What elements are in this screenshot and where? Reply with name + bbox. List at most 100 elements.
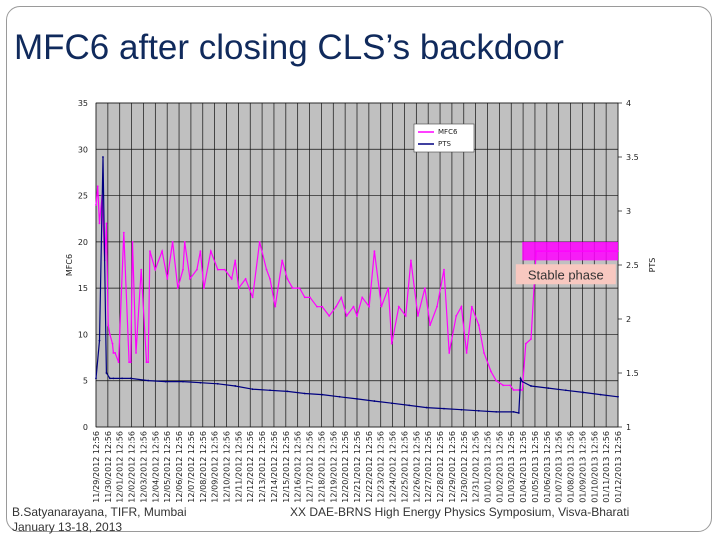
legend-label-pts: PTS <box>438 140 451 148</box>
data-point-pts <box>408 404 411 407</box>
data-point-pts <box>517 412 520 414</box>
data-point-mfc6 <box>209 250 212 253</box>
data-point-mfc6 <box>223 268 226 271</box>
data-point-pts <box>303 392 306 395</box>
x-tick-label: 01/02/2013 12:56 <box>495 431 504 503</box>
data-point-mfc6 <box>114 352 117 354</box>
data-point-mfc6 <box>423 287 426 290</box>
data-point-mfc6 <box>404 315 407 317</box>
y-tick-label: 25 <box>78 192 88 201</box>
y-tick-label: 20 <box>78 238 88 247</box>
data-point-pts <box>216 382 219 385</box>
data-point-mfc6 <box>128 361 130 364</box>
data-point-mfc6 <box>286 277 289 280</box>
y-tick-label: 5 <box>83 377 88 386</box>
x-tick-label: 12/24/2012 12:56 <box>389 431 398 503</box>
data-point-mfc6 <box>340 296 343 299</box>
x-tick-label: 12/10/2012 12:56 <box>223 431 232 503</box>
slide-title: MFC6 after closing CLS’s backdoor <box>14 28 564 67</box>
data-point-mfc6 <box>483 352 485 354</box>
data-point-mfc6 <box>98 222 101 225</box>
data-point-mfc6 <box>380 305 383 308</box>
data-point-mfc6 <box>140 268 143 271</box>
data-point-mfc6 <box>321 305 324 308</box>
data-point-mfc6 <box>183 240 186 243</box>
x-tick-label: 12/16/2012 12:56 <box>294 431 303 503</box>
data-point-mfc6 <box>397 305 400 308</box>
y2-tick-label: 2 <box>626 315 631 324</box>
data-point-mfc6 <box>147 361 150 364</box>
footer-date: January 13-18, 2013 <box>12 520 123 534</box>
x-tick-label: 12/30/2012 12:56 <box>460 431 469 503</box>
data-point-mfc6 <box>524 342 527 345</box>
annotation-stable-phase: Stable phase <box>528 267 604 282</box>
x-tick-label: 12/05/2012 12:56 <box>163 431 172 503</box>
y2-tick-label: 1 <box>626 423 631 432</box>
y2-axis-title: PTS <box>648 258 657 273</box>
data-point-pts <box>199 381 202 384</box>
data-point-pts <box>147 379 150 382</box>
data-point-mfc6 <box>373 250 376 253</box>
data-point-mfc6 <box>281 259 284 262</box>
data-point-mfc6 <box>182 268 184 271</box>
data-point-pts <box>121 377 123 380</box>
x-tick-label: 12/17/2012 12:56 <box>306 431 315 503</box>
data-point-pts <box>356 398 358 400</box>
data-point-pts <box>234 385 237 387</box>
data-point-pts <box>547 387 550 390</box>
data-point-mfc6 <box>230 277 233 280</box>
data-point-mfc6 <box>335 305 338 308</box>
data-point-pts <box>321 393 324 396</box>
x-tick-label: 12/09/2012 12:56 <box>211 431 220 503</box>
data-point-pts <box>582 391 585 394</box>
data-point-mfc6 <box>258 240 261 243</box>
data-point-pts <box>390 402 393 405</box>
data-point-mfc6 <box>303 296 306 299</box>
y2-tick-label: 3 <box>626 207 631 216</box>
data-point-mfc6 <box>117 361 120 364</box>
data-point-mfc6 <box>95 203 97 206</box>
data-point-mfc6 <box>509 384 512 387</box>
data-point-mfc6 <box>517 389 520 391</box>
data-point-mfc6 <box>112 352 115 354</box>
data-point-mfc6 <box>199 250 202 253</box>
data-point-pts <box>599 393 602 396</box>
data-point-mfc6 <box>105 222 108 225</box>
data-point-mfc6 <box>455 315 458 317</box>
data-point-mfc6 <box>309 296 311 299</box>
x-tick-label: 01/05/2013 12:56 <box>531 431 540 503</box>
data-point-mfc6 <box>166 277 169 280</box>
data-point-pts <box>564 389 567 392</box>
data-point-pts <box>460 408 463 411</box>
x-tick-label: 12/14/2012 12:56 <box>270 431 279 503</box>
data-point-mfc6 <box>530 338 532 340</box>
y2-tick-label: 4 <box>626 99 631 108</box>
data-point-pts <box>373 400 376 402</box>
x-tick-label: 12/02/2012 12:56 <box>128 431 137 503</box>
y2-tick-label: 2.5 <box>626 261 639 270</box>
y-tick-label: 10 <box>78 330 88 339</box>
x-tick-label: 12/06/2012 12:56 <box>175 431 184 503</box>
data-point-pts <box>98 339 101 342</box>
data-point-mfc6 <box>171 240 174 243</box>
data-point-mfc6 <box>265 268 268 271</box>
x-tick-label: 12/11/2012 12:56 <box>234 431 243 503</box>
data-point-pts <box>521 380 524 383</box>
data-point-mfc6 <box>161 250 164 253</box>
data-point-mfc6 <box>436 305 438 308</box>
data-point-mfc6 <box>490 370 492 373</box>
data-point-mfc6 <box>176 287 179 290</box>
x-tick-label: 11/30/2012 12:56 <box>104 431 113 503</box>
data-point-mfc6 <box>154 268 157 271</box>
data-point-pts <box>425 406 428 409</box>
x-tick-label: 01/07/2013 12:56 <box>555 431 564 503</box>
data-point-pts <box>251 388 254 391</box>
legend-box <box>413 123 475 153</box>
data-point-mfc6 <box>291 287 294 290</box>
data-point-pts <box>129 377 132 380</box>
y-tick-label: 35 <box>78 99 88 108</box>
data-point-pts <box>182 380 184 383</box>
data-point-mfc6 <box>521 389 524 391</box>
data-point-mfc6 <box>298 287 301 290</box>
x-tick-label: 12/23/2012 12:56 <box>377 431 386 503</box>
